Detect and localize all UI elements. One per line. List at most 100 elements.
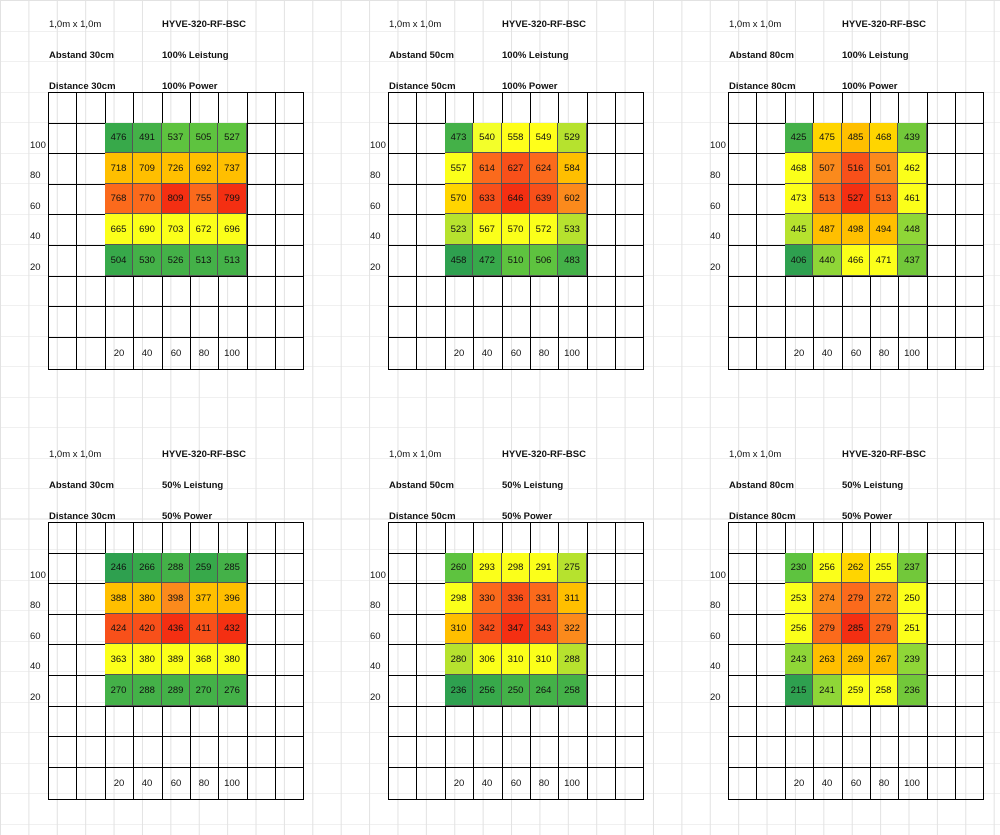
x-tick-label: 20 [453, 778, 465, 789]
y-tick-label: 80 [370, 170, 381, 181]
x-tick-label: 100 [224, 778, 240, 789]
y-tick-label: 100 [370, 570, 386, 581]
heat-cell: 437 [898, 245, 927, 276]
power-en-label: 100% Power [162, 81, 218, 92]
heat-cell: 272 [870, 583, 898, 614]
y-tick-label: 80 [370, 600, 381, 611]
x-tick-label: 20 [113, 348, 125, 359]
grid-line [247, 522, 248, 800]
heat-cell: 263 [813, 644, 842, 675]
power-en-label: 50% Power [502, 511, 553, 522]
table-grid: 246 266 288 259 285 388 380 398 377 396 424 420 436 4… [48, 522, 304, 800]
power-de-label: 100% Leistung [162, 50, 229, 61]
x-tick-label: 20 [453, 348, 465, 359]
power-en-label: 100% Power [842, 81, 898, 92]
heatmap-panel: 1,0m x 1,0m HYVE-320-RF-BSC Abstand 50cm 10… [370, 0, 670, 405]
grid-line [388, 369, 644, 370]
distance-en-label: Distance 50cm [389, 81, 456, 92]
heat-cell: 322 [558, 614, 587, 644]
size-label: 1,0m x 1,0m [49, 449, 102, 460]
heat-cell: 602 [558, 184, 587, 214]
heat-cell: 549 [530, 123, 558, 153]
y-tick-label: 20 [370, 262, 381, 273]
heat-cell: 246 [105, 553, 133, 583]
heat-cell: 288 [133, 675, 162, 706]
x-tick-label: 80 [538, 348, 550, 359]
heat-cell: 505 [190, 123, 218, 153]
x-tick-label: 80 [878, 348, 890, 359]
heat-cell: 523 [445, 214, 473, 245]
heat-cell: 526 [162, 245, 190, 276]
heat-cell: 259 [190, 553, 218, 583]
heat-cell: 755 [190, 184, 218, 214]
heat-cell: 291 [530, 553, 558, 583]
grid-line [728, 767, 984, 768]
heat-cell: 331 [530, 583, 558, 614]
grid-line [728, 706, 984, 707]
power-en-label: 100% Power [502, 81, 558, 92]
y-tick-label: 60 [370, 201, 381, 212]
power-de-label: 100% Leistung [502, 50, 569, 61]
heat-cell: 237 [898, 553, 927, 583]
heat-cell: 330 [473, 583, 502, 614]
grid-line [388, 306, 644, 307]
x-tick-label: 100 [904, 348, 920, 359]
heat-cell: 527 [218, 123, 247, 153]
heat-cell: 280 [445, 644, 473, 675]
x-tick-label: 100 [904, 778, 920, 789]
heat-cell: 250 [502, 675, 530, 706]
heat-cell: 639 [530, 184, 558, 214]
heat-cell: 432 [218, 614, 247, 644]
grid-line [303, 522, 304, 800]
heat-cell: 389 [162, 644, 190, 675]
heat-cell: 665 [105, 214, 133, 245]
table-grid: 476 491 537 505 527 718 709 726 692 737 768 770 809 7… [48, 92, 304, 370]
x-tick-label: 40 [141, 778, 153, 789]
heat-cell: 476 [105, 123, 133, 153]
heatmap-panel: 1,0m x 1,0m HYVE-320-RF-BSC Abstand 30cm 50… [30, 430, 330, 835]
heat-cell: 475 [813, 123, 842, 153]
heat-cell: 516 [842, 153, 870, 184]
grid-line [247, 92, 248, 370]
power-de-label: 100% Leistung [842, 50, 909, 61]
grid-line [388, 92, 644, 93]
grid-line [48, 306, 304, 307]
heat-cell: 298 [502, 553, 530, 583]
heat-cell: 269 [842, 644, 870, 675]
x-tick-label: 80 [538, 778, 550, 789]
heat-cell: 363 [105, 644, 133, 675]
grid-line [728, 276, 984, 277]
heat-cell: 462 [898, 153, 927, 184]
x-tick-label: 40 [481, 778, 493, 789]
x-tick-label: 40 [481, 348, 493, 359]
y-tick-label: 80 [30, 600, 41, 611]
y-tick-label: 80 [710, 600, 721, 611]
heat-cell: 473 [785, 184, 813, 214]
grid-line [728, 306, 984, 307]
heat-cell: 262 [842, 553, 870, 583]
x-tick-label: 100 [224, 348, 240, 359]
x-tick-label: 100 [564, 778, 580, 789]
size-label: 1,0m x 1,0m [729, 449, 782, 460]
grid-line [955, 522, 956, 800]
grid-line [48, 736, 304, 737]
heat-cell: 241 [813, 675, 842, 706]
heat-cell: 557 [445, 153, 473, 184]
grid-line [587, 522, 588, 800]
size-label: 1,0m x 1,0m [729, 19, 782, 30]
heat-cell: 256 [813, 553, 842, 583]
heat-cell: 279 [870, 614, 898, 644]
grid-line [927, 92, 928, 370]
heat-cell: 567 [473, 214, 502, 245]
distance-en-label: Distance 30cm [49, 511, 116, 522]
distance-en-label: Distance 30cm [49, 81, 116, 92]
power-de-label: 50% Leistung [162, 480, 224, 491]
x-tick-label: 40 [821, 348, 833, 359]
grid-line [388, 522, 389, 800]
heatmap-panel: 1,0m x 1,0m HYVE-320-RF-BSC Abstand 80cm 10… [710, 0, 1000, 405]
heat-cell: 388 [105, 583, 133, 614]
model-label: HYVE-320-RF-BSC [162, 449, 246, 460]
distance-de-label: Abstand 50cm [389, 480, 454, 491]
heat-cell: 396 [218, 583, 247, 614]
heat-cell: 380 [133, 583, 162, 614]
